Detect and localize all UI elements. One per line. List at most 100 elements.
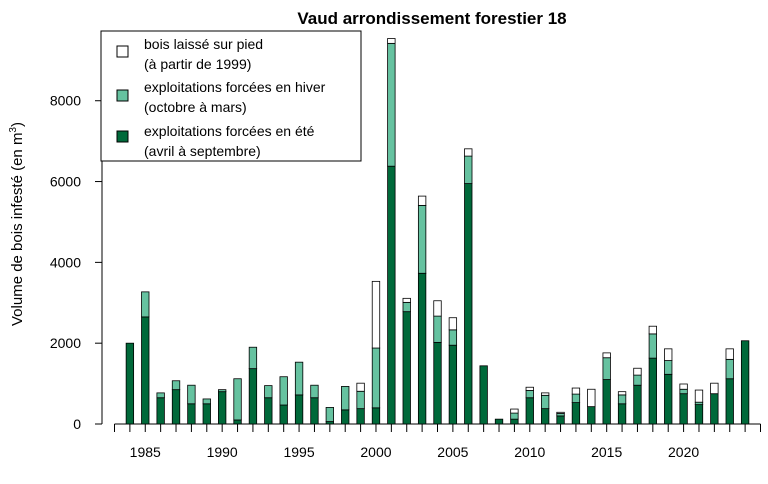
- bar-hiver-1995: [294, 361, 304, 396]
- bar-ete-2019: [664, 373, 673, 425]
- bar-ete-1988: [187, 403, 196, 425]
- bar-hiver-1985: [141, 291, 150, 318]
- bar-ete-2014: [587, 406, 596, 425]
- y-axis-label-close: ): [9, 122, 26, 127]
- bar-ete-2018: [648, 357, 657, 425]
- y-tick-label: 2000: [50, 335, 81, 351]
- bar-ete-2010: [525, 397, 534, 425]
- x-tick-label: 2005: [437, 444, 468, 460]
- x-tick-label: 2020: [668, 444, 699, 460]
- bar-pied-2012: [556, 411, 565, 414]
- bar-hiver-1998: [341, 386, 350, 411]
- legend-label-pied: bois laissé sur pied: [144, 36, 263, 52]
- bar-hiver-2006: [464, 155, 473, 184]
- bar-pied-2004: [433, 300, 442, 317]
- bar-ete-2024: [740, 340, 750, 425]
- bar-hiver-2015: [602, 357, 611, 380]
- legend-label-ete-line2: (avril à septembre): [144, 143, 261, 159]
- y-axis: 0 2000 4000 6000 8000: [50, 93, 103, 432]
- bar-hiver-2001: [387, 42, 396, 167]
- bar-pied-2015: [602, 352, 611, 359]
- legend-label-hiver: exploitations forcées en hiver: [144, 79, 326, 95]
- bar-hiver-1992: [248, 346, 258, 370]
- bar-ete-1990: [218, 391, 227, 425]
- legend-label-pied-line2: (à partir de 1999): [144, 56, 251, 72]
- bar-ete-1984: [125, 342, 135, 425]
- chart-title: Vaud arrondissement forestier 18: [297, 9, 566, 28]
- y-tick-label: 0: [73, 416, 81, 432]
- bar-pied-2001: [387, 38, 396, 44]
- bar-hiver-2019: [664, 360, 673, 375]
- bar-ete-2016: [617, 403, 627, 425]
- bar-hiver-2013: [571, 393, 581, 403]
- bar-ete-2008: [494, 418, 504, 425]
- bar-ete-2005: [448, 344, 458, 425]
- bar-ete-2003: [417, 272, 427, 425]
- bar-hiver-1997: [325, 407, 334, 422]
- bar-ete-1992: [248, 368, 258, 425]
- bar-hiver-2002: [402, 301, 411, 313]
- bar-pied-2005: [448, 317, 458, 331]
- x-tick-label: 1985: [130, 444, 161, 460]
- bar-hiver-2011: [541, 394, 550, 410]
- y-tick-label: 8000: [50, 93, 81, 109]
- legend-label-hiver-line2: (octobre à mars): [144, 99, 247, 115]
- bar-hiver-2000: [371, 347, 381, 409]
- bar-hiver-1999: [356, 390, 365, 410]
- bar-ete-2017: [633, 384, 642, 425]
- bar-hiver-2004: [433, 315, 442, 343]
- bar-pied-2010: [525, 386, 534, 391]
- bar-pied-2003: [417, 195, 427, 206]
- bar-hiver-2016: [617, 394, 627, 405]
- y-axis-label: Volume de bois infesté (en m3): [8, 122, 26, 326]
- x-tick-label: 2015: [591, 444, 622, 460]
- bar-hiver-1987: [171, 380, 181, 391]
- bar-ete-2006: [464, 183, 473, 425]
- bar-hiver-1989: [202, 398, 211, 405]
- bar-hiver-2018: [648, 333, 657, 359]
- bar-pied-2006: [464, 148, 473, 157]
- bar-hiver-2020: [679, 388, 688, 395]
- bar-pied-2021: [694, 389, 704, 403]
- bar-ete-1986: [156, 397, 165, 425]
- bar-pied-2016: [617, 391, 627, 396]
- bar-hiver-1990: [218, 389, 227, 393]
- bar-hiver-1993: [264, 385, 273, 399]
- bar-pied-2014: [587, 388, 596, 408]
- x-axis: 1985 1990 1995 2000 2005 2010 2015 2020: [114, 423, 761, 460]
- bar-ete-2004: [433, 341, 442, 425]
- x-ticks: 1985 1990 1995 2000 2005 2010 2015 2020: [114, 424, 761, 460]
- bar-hiver-1986: [156, 392, 165, 399]
- bar-ete-1994: [279, 404, 288, 425]
- bar-ete-2012: [556, 415, 565, 425]
- bar-pied-2011: [541, 392, 550, 396]
- bars: [125, 38, 750, 425]
- bar-pied-2002: [402, 297, 411, 303]
- bar-hiver-1994: [279, 376, 288, 406]
- bar-hiver-2005: [448, 329, 458, 346]
- y-ticks: 0 2000 4000 6000 8000: [50, 93, 102, 432]
- bar-hiver-1988: [187, 384, 196, 405]
- bar-ete-2020: [679, 393, 688, 425]
- bar-pied-2013: [571, 387, 581, 395]
- bar-ete-2001: [387, 165, 396, 425]
- bar-pied-1999: [356, 382, 365, 392]
- bar-pied-2023: [725, 348, 734, 360]
- bar-hiver-2010: [525, 390, 534, 399]
- bar-hiver-2009: [510, 412, 519, 420]
- bar-ete-1995: [294, 394, 304, 425]
- legend-swatch-hiver: [116, 89, 129, 102]
- bar-ete-1987: [171, 389, 181, 425]
- x-tick-label: 1995: [283, 444, 314, 460]
- bar-hiver-1996: [310, 384, 319, 399]
- bar-ete-1999: [356, 408, 365, 425]
- bar-hiver-2003: [417, 204, 427, 274]
- bar-ete-1989: [202, 403, 211, 425]
- bar-hiver-2017: [633, 374, 642, 386]
- bar-pied-2022: [710, 382, 719, 395]
- x-tick-label: 2010: [514, 444, 545, 460]
- bar-pied-2019: [664, 348, 673, 361]
- bar-ete-2023: [725, 378, 734, 425]
- bar-hiver-2023: [725, 358, 734, 380]
